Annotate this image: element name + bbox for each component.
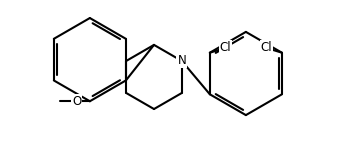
Text: Cl: Cl — [261, 41, 272, 54]
Text: O: O — [72, 95, 81, 108]
Text: N: N — [177, 54, 186, 67]
Text: Cl: Cl — [220, 41, 231, 54]
